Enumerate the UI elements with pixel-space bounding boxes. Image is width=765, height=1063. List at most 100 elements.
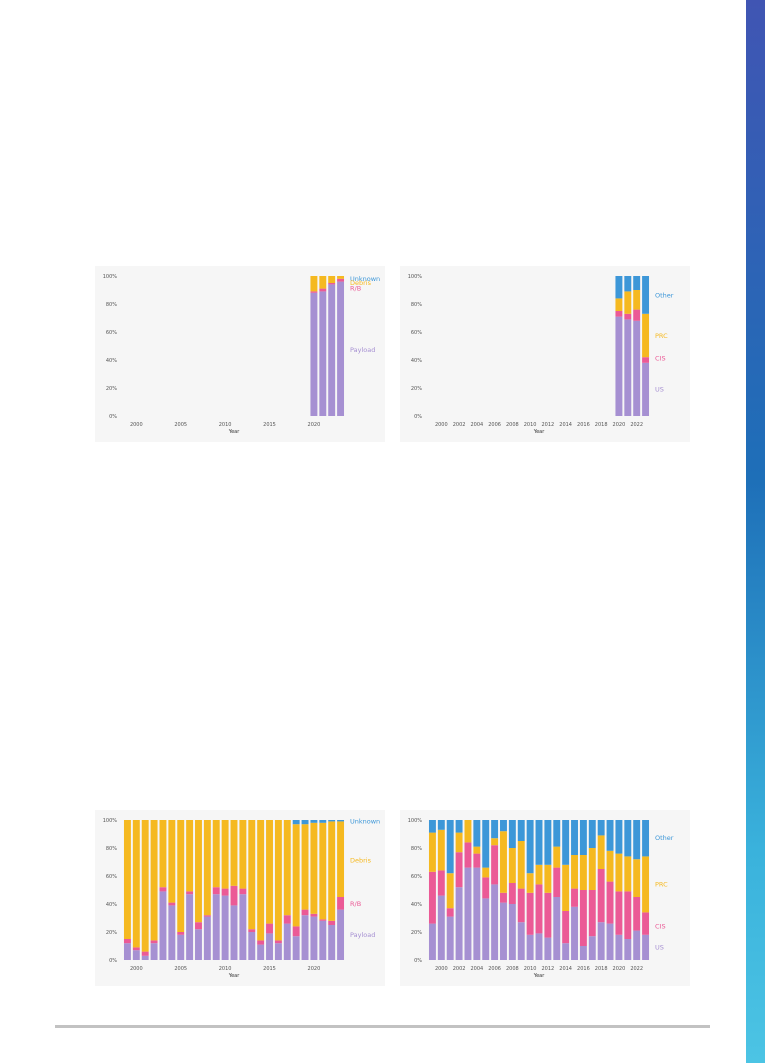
bar-segment-r-b bbox=[177, 932, 185, 935]
bar-segment-r-b bbox=[203, 915, 211, 917]
series-label-r-b: R/B bbox=[350, 900, 361, 908]
bar-segment-r-b bbox=[283, 915, 291, 924]
bar-segment-cis bbox=[615, 891, 623, 935]
bar-segment-us bbox=[535, 933, 543, 960]
x-tick-label: 2010 bbox=[219, 422, 232, 428]
x-tick-label: 2008 bbox=[506, 422, 519, 428]
x-tick-label: 2020 bbox=[613, 966, 626, 972]
bar-segment-us bbox=[615, 316, 623, 416]
bar-segment-payload bbox=[319, 920, 327, 960]
bar-segment-cis bbox=[535, 884, 543, 934]
x-tick-label: 2016 bbox=[577, 966, 590, 972]
bar-segment-payload bbox=[159, 891, 167, 960]
bar-segment-r-b bbox=[186, 891, 194, 895]
bar-segment-r-b bbox=[337, 897, 345, 910]
x-tick-label: 2000 bbox=[435, 966, 448, 972]
bar-segment-debris bbox=[168, 820, 176, 903]
series-label-other: Other bbox=[655, 834, 674, 842]
bar-segment-debris bbox=[195, 820, 202, 923]
bar-segment-r-b bbox=[159, 887, 167, 892]
bar-segment-cis bbox=[579, 890, 587, 946]
bar-segment-debris bbox=[283, 820, 291, 916]
x-tick-label: 2018 bbox=[595, 422, 608, 428]
x-tick-label: 2015 bbox=[263, 422, 276, 428]
bar-segment-payload bbox=[141, 955, 149, 960]
bar-segment-prc bbox=[500, 831, 507, 893]
x-tick-label: 2004 bbox=[470, 422, 483, 428]
bar-segment-prc bbox=[633, 859, 641, 897]
bar-segment-r-b bbox=[168, 902, 176, 906]
bar-segment-r-b bbox=[239, 888, 247, 895]
bar-segment-us bbox=[624, 319, 632, 416]
right-edge-gradient-bar bbox=[746, 0, 765, 1063]
bar-segment-us bbox=[455, 887, 463, 960]
bar-segment-prc bbox=[624, 856, 632, 892]
bar-segment-cis bbox=[544, 892, 552, 938]
x-tick-label: 2020 bbox=[613, 422, 626, 428]
bar-segment-us bbox=[562, 943, 570, 960]
bar-segment-payload bbox=[221, 895, 229, 960]
bar-segment-prc bbox=[508, 848, 516, 883]
x-tick-label: 2004 bbox=[470, 966, 483, 972]
bar-segment-other bbox=[624, 276, 632, 292]
y-tick-label: 40% bbox=[411, 902, 422, 908]
bar-segment-unknown bbox=[319, 820, 327, 823]
bar-segment-debris bbox=[203, 820, 211, 916]
bar-segment-r-b bbox=[230, 885, 238, 906]
x-tick-label: 2020 bbox=[308, 966, 321, 972]
x-tick-label: 2014 bbox=[559, 422, 572, 428]
bar-segment-debris bbox=[310, 822, 318, 914]
bar-segment-debris bbox=[337, 276, 345, 279]
x-tick-label: 2022 bbox=[630, 966, 643, 972]
bar-segment-prc bbox=[579, 855, 587, 890]
bar-segment-other bbox=[642, 276, 650, 314]
bar-segment-payload bbox=[186, 894, 194, 960]
bar-segment-other bbox=[508, 820, 516, 848]
bar-segment-us bbox=[517, 922, 525, 960]
series-label-other: Other bbox=[655, 292, 674, 300]
bar-segment-payload bbox=[132, 950, 140, 960]
y-tick-label: 100% bbox=[103, 274, 118, 280]
bar-segment-us bbox=[624, 939, 632, 960]
bar-segment-prc bbox=[473, 846, 481, 854]
bar-segment-other bbox=[437, 820, 445, 830]
bar-segment-unknown bbox=[301, 820, 309, 825]
bar-segment-us bbox=[544, 937, 552, 960]
bar-segment-payload bbox=[310, 916, 318, 960]
bar-segment-cis bbox=[597, 869, 605, 923]
x-tick-label: 2002 bbox=[453, 966, 466, 972]
bar-segment-us bbox=[606, 923, 614, 960]
x-tick-label: 2006 bbox=[488, 422, 501, 428]
bar-segment-payload bbox=[292, 936, 300, 960]
x-tick-label: 2010 bbox=[524, 422, 537, 428]
x-tick-label: 2012 bbox=[542, 966, 555, 972]
chart-object-type-2020-2023: 0% 20% 40% 60% 80% 100% 2000 2005 2010 2015 2020 Ye… bbox=[95, 266, 385, 442]
bar-segment-r-b bbox=[150, 940, 158, 944]
series-label-cis: CIS bbox=[655, 922, 666, 930]
bar-segment-debris bbox=[212, 820, 220, 888]
bar-segment-cis bbox=[437, 870, 445, 896]
bar-segment-cis bbox=[624, 313, 632, 320]
series-label-unknown: Unknown bbox=[350, 275, 380, 283]
bar-segment-other bbox=[535, 820, 543, 865]
bar-segment-other bbox=[482, 820, 490, 868]
bar-segment-us bbox=[571, 906, 578, 960]
bar-segment-r-b bbox=[319, 288, 327, 292]
x-axis-title: Year bbox=[533, 429, 546, 435]
bar-segment-prc bbox=[526, 873, 534, 893]
bar-segment-payload bbox=[283, 923, 291, 960]
bar-segment-other bbox=[446, 820, 454, 874]
y-tick-label: 20% bbox=[106, 386, 117, 392]
bar-segment-cis bbox=[642, 912, 650, 935]
y-tick-label: 20% bbox=[411, 930, 422, 936]
bar-segment-other bbox=[428, 820, 436, 833]
bar-segment-us bbox=[428, 923, 436, 960]
series-label-r-b: R/B bbox=[350, 285, 361, 293]
y-tick-label: 60% bbox=[106, 330, 117, 336]
x-tick-label: 2012 bbox=[542, 422, 555, 428]
bar-segment-prc bbox=[491, 838, 499, 846]
x-tick-label: 2000 bbox=[130, 422, 143, 428]
bar-segment-r-b bbox=[274, 940, 282, 944]
x-tick-label: 2006 bbox=[488, 966, 501, 972]
y-tick-label: 60% bbox=[106, 874, 117, 880]
